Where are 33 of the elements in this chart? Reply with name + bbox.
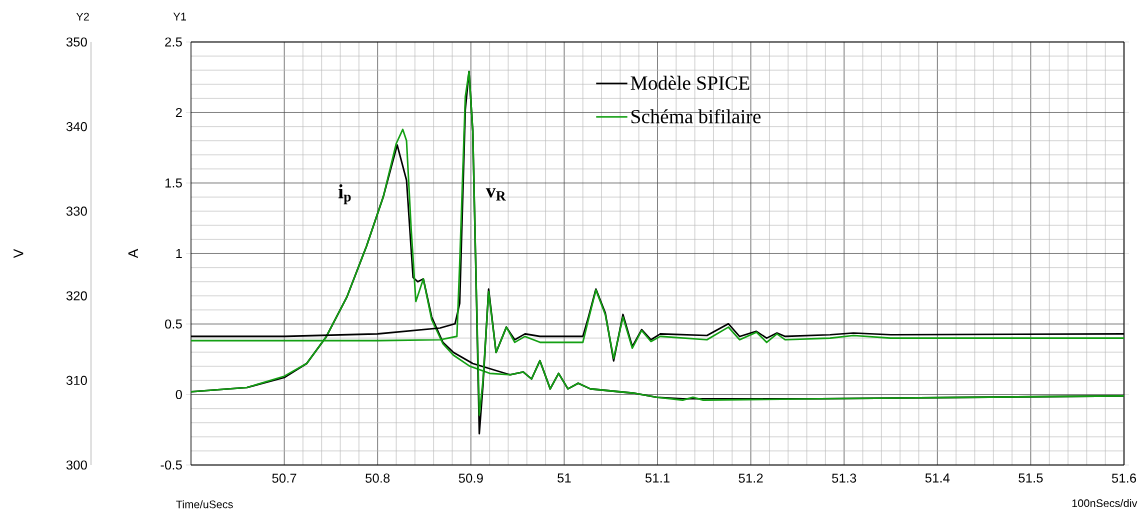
- y-tick-label: -0.5: [160, 460, 182, 470]
- y-axis-title: A: [128, 248, 138, 259]
- y2-tick-label: 340: [66, 122, 87, 132]
- x-tick-label: 50.9: [458, 473, 483, 483]
- y2-tick-label: 320: [66, 291, 87, 301]
- y-tick-label: 1.5: [165, 178, 182, 188]
- y-tick-label: 2.5: [165, 37, 182, 47]
- x-tick-label: 51.3: [832, 473, 857, 483]
- y2-tick-label: 330: [66, 206, 87, 216]
- x-tick-label: 51.2: [738, 473, 763, 483]
- y2-tick-label: 300: [66, 460, 87, 470]
- y2-tick-label: 350: [66, 37, 87, 47]
- text: Y1: [173, 12, 186, 21]
- y2-tick-label: 310: [66, 375, 87, 385]
- x-tick-label: 51.4: [925, 473, 950, 483]
- text: 100nSecs/div: [1072, 499, 1138, 508]
- y-tick-label: 1: [176, 249, 182, 258]
- x-axis-title: Time/uSecs: [176, 500, 233, 509]
- y2-axis-title: V: [13, 248, 24, 259]
- x-tick-label: 51: [557, 473, 571, 483]
- y-tick-label: 0: [175, 389, 182, 400]
- y-tick-label: 0.5: [164, 319, 182, 329]
- x-tick-label: 50.8: [365, 473, 390, 483]
- x-tick-label: 51.1: [645, 473, 670, 483]
- x-tick-label: 50.7: [272, 473, 297, 483]
- annotation: v$_{R}$: [485, 188, 506, 201]
- legend-label: Schéma bifilaire: [631, 109, 761, 124]
- x-tick-label: 51.6: [1111, 473, 1137, 483]
- y-tick-label: 2: [175, 107, 182, 118]
- legend-label: Modèle SPICE: [630, 75, 750, 90]
- annotation: i$_{p}$: [338, 184, 351, 205]
- x-tick-label: 51.5: [1018, 473, 1043, 483]
- text: Y2: [76, 12, 89, 21]
